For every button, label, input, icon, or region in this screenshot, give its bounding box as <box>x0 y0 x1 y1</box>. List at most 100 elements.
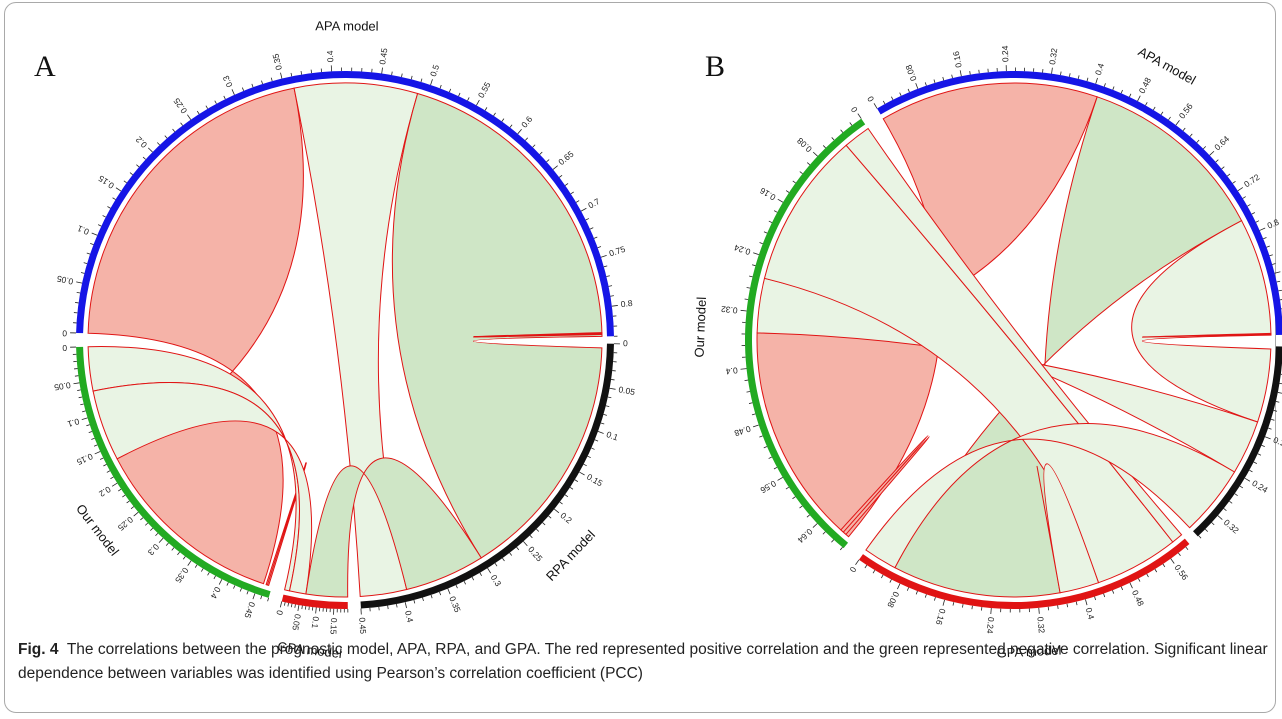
tick-mark <box>575 480 578 482</box>
tick-mark <box>166 543 168 546</box>
tick-mark <box>124 181 127 183</box>
tick-label: 0.56 <box>758 478 778 495</box>
tick-label: 0.45 <box>242 601 257 620</box>
tick-mark <box>1061 72 1062 75</box>
sector-name-rpa: RPA model <box>543 527 598 584</box>
tick-mark <box>953 602 954 605</box>
tick-mark <box>769 221 772 223</box>
chord-diagram-b: 0 0.08 0.16 0.24 0.32 0.4 0.48 0.56 0.64 Our mode… <box>691 44 1282 661</box>
tick-mark <box>449 89 450 92</box>
tick-mark <box>476 100 479 105</box>
tick-mark <box>883 101 885 104</box>
tick-mark <box>502 558 504 561</box>
tick-mark <box>252 84 253 87</box>
tick-mark <box>84 263 87 264</box>
tick-mark <box>741 369 747 370</box>
tick-mark <box>136 165 139 167</box>
tick-label: 0.64 <box>1212 133 1231 152</box>
tick-label: 0.6 <box>519 114 534 130</box>
tick-mark <box>841 130 843 133</box>
tick-mark <box>382 68 383 74</box>
tick-mark <box>1262 445 1265 446</box>
tick-mark <box>247 591 248 594</box>
tick-mark <box>753 425 759 427</box>
tick-label: 0.3 <box>489 573 504 589</box>
tick-mark <box>1153 107 1155 110</box>
tick-mark <box>485 107 487 110</box>
tick-mark <box>1147 574 1149 577</box>
tick-mark <box>80 404 83 405</box>
tick-mark <box>1146 102 1148 105</box>
tick-mark <box>227 582 229 585</box>
tick-mark <box>240 588 241 591</box>
tick-mark <box>1052 68 1053 74</box>
tick-mark <box>284 602 285 605</box>
tick-mark <box>813 523 817 527</box>
tick-mark <box>1224 508 1227 510</box>
tick-mark <box>1245 478 1250 481</box>
tick-label: 0 <box>62 328 67 338</box>
tick-mark <box>150 528 153 530</box>
tick-mark <box>800 172 803 174</box>
tick-mark <box>1218 516 1223 520</box>
tick-label: 0.05 <box>290 613 303 631</box>
tick-mark <box>604 266 607 267</box>
tick-mark <box>540 152 543 154</box>
tick-mark <box>396 604 397 607</box>
tick-mark <box>769 457 772 459</box>
tick-mark <box>488 568 491 573</box>
tick-mark <box>831 540 833 543</box>
tick-mark <box>173 129 175 132</box>
tick-mark <box>242 88 243 91</box>
tick-mark <box>764 447 767 448</box>
tick-mark <box>559 175 562 177</box>
tick-mark <box>1203 146 1205 148</box>
tick-label: 0.5 <box>428 63 441 78</box>
tick-mark <box>92 233 98 235</box>
tick-label: 0.24 <box>985 617 996 635</box>
tick-mark <box>590 228 593 229</box>
tick-mark <box>764 232 767 233</box>
tick-mark <box>1078 75 1079 78</box>
tick-mark <box>1138 96 1141 101</box>
tick-mark <box>143 157 146 159</box>
tick-mark <box>576 201 579 203</box>
tick-mark <box>1258 454 1261 455</box>
tick-mark <box>1067 604 1068 607</box>
tick-label: 0.15 <box>328 618 339 635</box>
tick-mark <box>495 563 497 566</box>
tick-mark <box>793 181 796 183</box>
sector-name-our: Our model <box>73 501 122 558</box>
tick-label: 0 <box>847 565 858 575</box>
tick-mark <box>900 93 901 96</box>
tick-label: 0 <box>62 343 67 353</box>
tick-mark <box>1085 599 1087 605</box>
chord-links <box>88 83 602 597</box>
tick-mark <box>232 89 234 94</box>
tick-mark <box>753 253 759 255</box>
tick-mark <box>233 585 234 588</box>
tick-mark <box>1278 392 1282 393</box>
tick-mark <box>82 418 88 420</box>
tick-mark <box>1205 529 1207 531</box>
tick-mark <box>208 572 210 575</box>
tick-mark <box>1265 437 1271 439</box>
tick-label: 0 <box>623 338 628 348</box>
tick-mark <box>1104 83 1105 86</box>
tick-mark <box>774 211 777 213</box>
tick-mark <box>991 608 992 614</box>
tick-mark <box>1095 597 1096 600</box>
tick-mark <box>1274 410 1277 411</box>
tick-mark <box>98 225 101 226</box>
tick-mark <box>858 114 861 119</box>
tick-mark <box>565 495 568 497</box>
tick-mark <box>89 431 92 432</box>
tick-mark <box>800 506 803 508</box>
tick-mark <box>1278 290 1281 291</box>
tick-mark <box>316 607 317 613</box>
tick-mark <box>584 464 587 466</box>
tick-mark <box>130 173 133 175</box>
tick-mark <box>288 603 289 606</box>
tick-label: 0.1 <box>310 616 321 629</box>
tick-mark <box>261 81 262 84</box>
